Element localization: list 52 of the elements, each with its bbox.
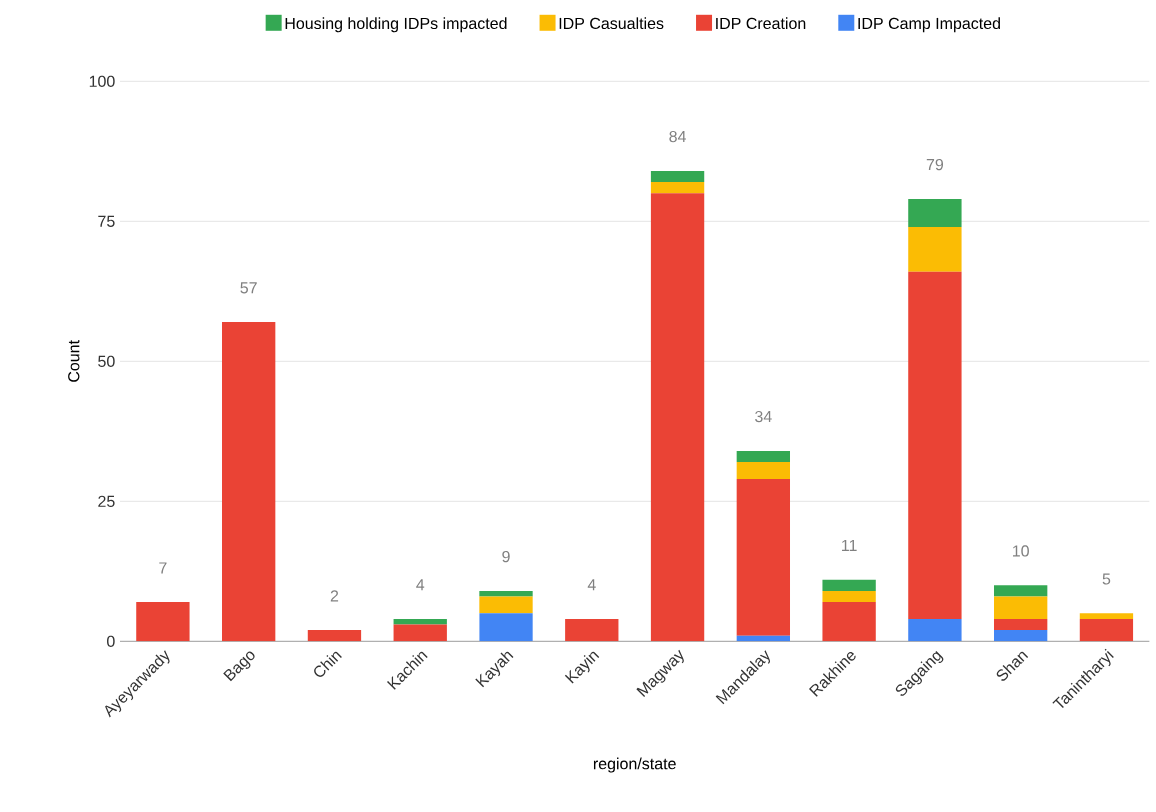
x-tick-label: Chin (314, 651, 342, 677)
total-label: 9 (502, 550, 510, 563)
bar (994, 596, 1048, 619)
x-axis-title: region/state (593, 757, 676, 773)
total-label: 34 (755, 410, 772, 423)
bar (908, 618, 962, 642)
total-label: 2 (330, 590, 339, 602)
bar (822, 590, 876, 603)
bar (736, 462, 791, 479)
legend-label: IDP Casualties (559, 17, 664, 30)
total-label: 4 (587, 579, 596, 591)
legend-label: IDP Camp Impacted (858, 17, 1000, 33)
bar (994, 630, 1048, 642)
bar (393, 624, 447, 642)
y-tick-label: 0 (107, 635, 115, 647)
bar (736, 450, 791, 463)
y-tick-label: 100 (89, 75, 115, 87)
bar (650, 170, 705, 183)
total-label: 10 (1012, 545, 1029, 557)
total-label: 57 (240, 282, 257, 294)
total-label: 79 (926, 158, 944, 171)
bar (479, 613, 533, 642)
bar (1079, 613, 1134, 619)
bar (222, 322, 276, 642)
bar (650, 182, 705, 194)
bar (1079, 618, 1134, 642)
bar (994, 618, 1048, 631)
total-label: 5 (1102, 573, 1111, 585)
total-label: 84 (669, 130, 686, 143)
bar (822, 579, 876, 591)
bar (994, 585, 1048, 597)
y-tick-label: 50 (98, 355, 115, 367)
bar (136, 602, 190, 642)
total-label: 7 (159, 562, 167, 574)
legend-label: Housing holding IDPs impacted (285, 17, 507, 33)
y-tick-label: 25 (98, 495, 115, 507)
bar (908, 226, 962, 272)
bar (393, 618, 447, 625)
bar (479, 590, 533, 597)
bar (908, 198, 962, 227)
y-axis-title: Count (68, 340, 80, 382)
bar (822, 602, 876, 642)
bar (908, 271, 962, 619)
bar (565, 618, 619, 642)
y-tick-label: 75 (98, 215, 115, 227)
bar (479, 596, 533, 614)
total-label: 11 (842, 540, 857, 552)
bar (307, 630, 362, 642)
legend-label: IDP Creation (716, 17, 806, 30)
bar (736, 478, 791, 636)
total-label: 4 (416, 579, 425, 591)
bar (650, 193, 705, 642)
